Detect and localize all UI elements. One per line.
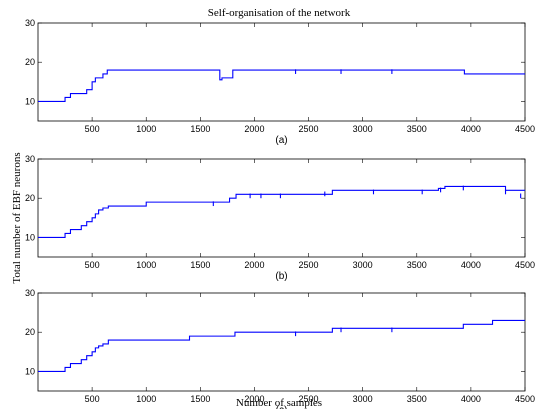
- panel-c-xtick-label: 4500: [515, 394, 535, 404]
- x-axis-label: Number of samples: [236, 397, 322, 409]
- y-axis-label: Total number of EBF neurons: [11, 152, 23, 283]
- panel-b-xtick-label: 2500: [299, 260, 319, 270]
- panel-c-xtick-label: 500: [85, 394, 100, 404]
- panel-b-xtick-label: 2000: [244, 260, 264, 270]
- panel-b-ytick-label: 30: [25, 154, 35, 164]
- panel-b-xtick-label: 1500: [190, 260, 210, 270]
- panel-c-xtick-label: 3000: [353, 394, 373, 404]
- panel-c-frame: [37, 292, 526, 392]
- panel-a-ytick-label: 10: [25, 96, 35, 106]
- panel-b-xtick-label: 4500: [515, 260, 535, 270]
- panel-b-label: (b): [275, 271, 287, 282]
- panel-a: 10 20 30 500 1000 1500 2000 2500 3000 3500 4000 450…: [25, 18, 535, 146]
- panel-b-xtick-label: 3500: [407, 260, 427, 270]
- panel-a-xtick-label: 4000: [461, 124, 481, 134]
- panel-c-label: (c): [276, 405, 288, 409]
- panel-b-xtick-label: 1000: [136, 260, 156, 270]
- panel-b-ytick-label: 10: [25, 232, 35, 242]
- panel-a-xtick-label: 2000: [244, 124, 264, 134]
- panel-a-series-line: [38, 69, 525, 102]
- panel-b-xtick-label: 3000: [353, 260, 373, 270]
- panel-a-xtick-label: 2500: [299, 124, 319, 134]
- panel-c-ytick-label: 10: [25, 366, 35, 376]
- panel-a-ytick-label: 30: [25, 18, 35, 28]
- panel-a-xtick-label: 1500: [190, 124, 210, 134]
- panel-a-xtick-label: 500: [85, 124, 100, 134]
- panel-c-xtick-label: 1000: [136, 394, 156, 404]
- panel-c-xtick-label: 4000: [461, 394, 481, 404]
- panel-c-xtick-label: 2500: [299, 394, 319, 404]
- panel-a-xtick-label: 3000: [353, 124, 373, 134]
- panel-b-xtick-label: 4000: [461, 260, 481, 270]
- panel-b-frame: [37, 158, 526, 258]
- panel-b-series-line: [38, 185, 525, 238]
- panel-c-ytick-label: 30: [25, 288, 35, 298]
- panel-b: 10 20 30 500 1000 1500 2000 2500 3000 3500 4000 450…: [25, 154, 535, 282]
- figure-title: Self-organisation of the network: [208, 7, 351, 19]
- panel-a-xtick-label: 3500: [407, 124, 427, 134]
- panel-b-ytick-label: 20: [25, 193, 35, 203]
- panel-b-xtick-label: 500: [85, 260, 100, 270]
- panel-a-label: (a): [275, 135, 287, 146]
- panel-c-ytick-label: 20: [25, 327, 35, 337]
- panel-a-xtick-label: 4500: [515, 124, 535, 134]
- panel-a-ytick-label: 20: [25, 57, 35, 67]
- panel-c-series-line: [38, 319, 525, 372]
- panel-c: 10 20 30 500 1000 1500 2000 2500 3000 3500 4000 450…: [25, 288, 535, 409]
- panel-c-xtick-label: 1500: [190, 394, 210, 404]
- panel-a-frame: [37, 22, 526, 122]
- panel-c-xtick-label: 3500: [407, 394, 427, 404]
- panel-c-xtick-label: 2000: [244, 394, 264, 404]
- panel-a-xtick-label: 1000: [136, 124, 156, 134]
